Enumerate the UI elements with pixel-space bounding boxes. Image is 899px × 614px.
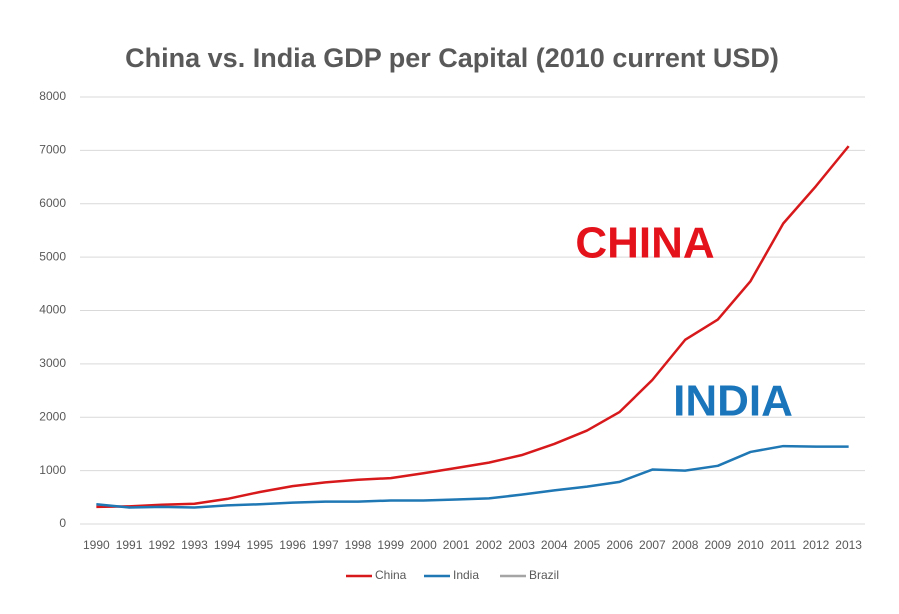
annotation: INDIA <box>673 377 793 426</box>
legend-label: China <box>375 568 407 582</box>
y-tick-label: 1000 <box>39 463 66 477</box>
legend-label: India <box>453 568 479 582</box>
x-tick-label: 2002 <box>476 538 503 552</box>
x-tick-label: 2004 <box>541 538 568 552</box>
x-tick-label: 2000 <box>410 538 437 552</box>
y-tick-label: 2000 <box>39 409 66 423</box>
y-tick-label: 8000 <box>39 89 66 103</box>
x-tick-label: 1994 <box>214 538 241 552</box>
x-tick-label: 1990 <box>83 538 110 552</box>
series-line <box>96 444 849 509</box>
y-tick-label: 3000 <box>39 356 66 370</box>
x-tick-label: 2012 <box>803 538 830 552</box>
legend-label: Brazil <box>529 568 559 582</box>
y-tick-label: 6000 <box>39 196 66 210</box>
series-line <box>96 145 850 509</box>
x-tick-label: 1991 <box>116 538 143 552</box>
x-tick-label: 1996 <box>279 538 306 552</box>
x-tick-label: 2003 <box>508 538 535 552</box>
chart-title: China vs. India GDP per Capital (2010 cu… <box>125 43 779 73</box>
x-tick-label: 2001 <box>443 538 470 552</box>
x-tick-label: 1993 <box>181 538 208 552</box>
x-tick-label: 2005 <box>574 538 601 552</box>
x-tick-label: 2013 <box>835 538 862 552</box>
x-tick-label: 2010 <box>737 538 764 552</box>
x-tick-label: 1999 <box>377 538 404 552</box>
x-tick-label: 1997 <box>312 538 339 552</box>
annotation: CHINA <box>575 219 714 268</box>
x-tick-label: 2007 <box>639 538 666 552</box>
x-tick-label: 1995 <box>247 538 274 552</box>
x-tick-label: 1998 <box>345 538 372 552</box>
y-tick-label: 4000 <box>39 303 66 317</box>
y-tick-label: 5000 <box>39 249 66 263</box>
y-tick-label: 0 <box>59 516 66 530</box>
x-tick-label: 2011 <box>770 538 796 552</box>
y-tick-label: 7000 <box>39 143 66 157</box>
x-tick-label: 1992 <box>148 538 175 552</box>
x-tick-label: 2009 <box>704 538 731 552</box>
x-tick-label: 2008 <box>672 538 699 552</box>
x-tick-label: 2006 <box>606 538 633 552</box>
